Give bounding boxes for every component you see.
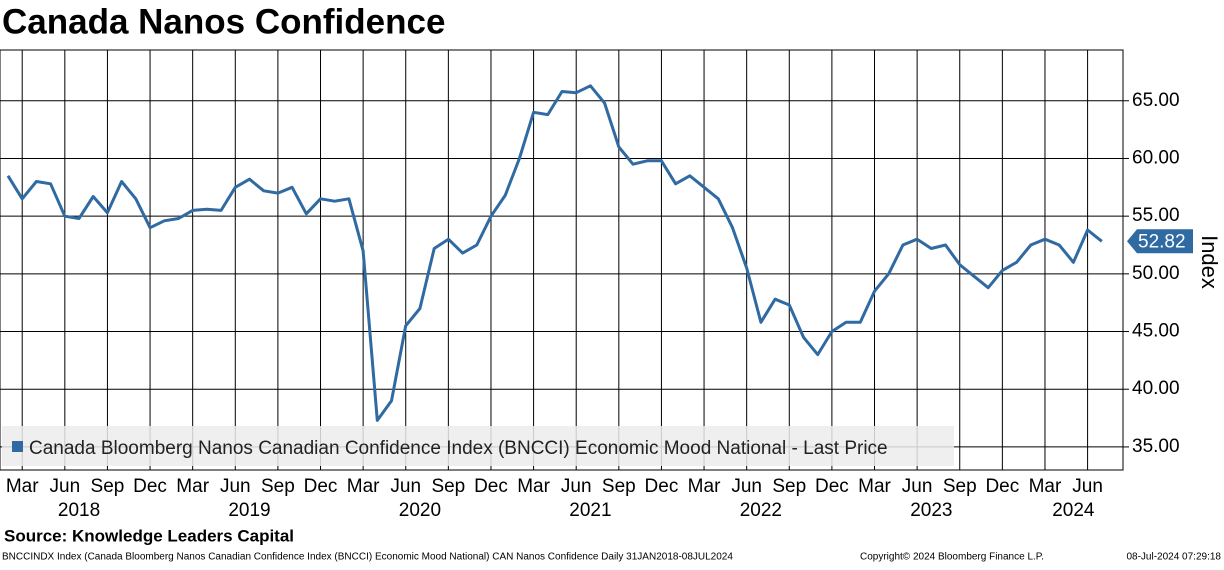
- x-tick-label: Mar: [347, 476, 380, 497]
- last-price-tag: [1127, 229, 1193, 254]
- year-label: 2021: [569, 500, 611, 521]
- x-tick-label: Dec: [815, 476, 849, 497]
- x-tick-label: Sep: [431, 476, 465, 497]
- footer-center: Copyright© 2024 Bloomberg Finance L.P.: [860, 552, 1044, 563]
- year-label: 2020: [399, 500, 441, 521]
- x-tick-label: Mar: [688, 476, 721, 497]
- x-tick-label: Jun: [220, 476, 251, 497]
- year-label: 2024: [1052, 500, 1095, 521]
- legend-box: [2, 426, 954, 466]
- chart-title: Canada Nanos Confidence: [2, 2, 445, 41]
- y-tick-label: 40.00: [1132, 378, 1180, 399]
- legend-label: Canada Bloomberg Nanos Canadian Confiden…: [29, 438, 888, 459]
- last-price-label: 52.82: [1138, 231, 1186, 252]
- x-tick-label: Jun: [902, 476, 933, 497]
- x-tick-label: Mar: [6, 476, 39, 497]
- x-tick-label: Sep: [602, 476, 636, 497]
- x-tick-label: Jun: [731, 476, 762, 497]
- x-tick-label: Sep: [772, 476, 806, 497]
- x-tick-label: Dec: [133, 476, 167, 497]
- x-tick-label: Jun: [50, 476, 81, 497]
- year-label: 2023: [910, 500, 952, 521]
- year-label: 2019: [228, 500, 270, 521]
- y-tick-label: 35.00: [1132, 436, 1180, 457]
- x-tick-label: Jun: [1072, 476, 1103, 497]
- plot-frame: [0, 49, 1124, 471]
- x-tick-label: Mar: [517, 476, 550, 497]
- line-series: [6, 84, 1103, 422]
- y-axis-label: Index: [1197, 235, 1222, 289]
- year-label: 2022: [740, 500, 782, 521]
- x-tick-label: Dec: [985, 476, 1019, 497]
- y-tick-label: 55.00: [1132, 205, 1180, 226]
- x-tick-label: Mar: [858, 476, 891, 497]
- y-tick-label: 65.00: [1132, 90, 1180, 111]
- legend: Canada Bloomberg Nanos Canadian Confiden…: [2, 426, 954, 466]
- y-tick-label: 60.00: [1132, 147, 1180, 168]
- x-tick-label: Mar: [1029, 476, 1062, 497]
- y-tick-label: 50.00: [1132, 263, 1180, 284]
- x-tick-label: Dec: [304, 476, 338, 497]
- year-label: 2018: [58, 500, 100, 521]
- x-tick-label: Dec: [645, 476, 679, 497]
- footer-left: BNCCINDX Index (Canada Bloomberg Nanos C…: [2, 552, 733, 563]
- x-tick-label: Jun: [561, 476, 592, 497]
- x-tick-label: Mar: [176, 476, 209, 497]
- x-tick-label: Dec: [474, 476, 508, 497]
- y-tick-label: 45.00: [1132, 321, 1180, 342]
- x-tick-label: Sep: [91, 476, 125, 497]
- footer-right: 08-Jul-2024 07:29:18: [1126, 552, 1221, 563]
- legend-swatch: [12, 441, 23, 452]
- x-tick-label: Sep: [943, 476, 977, 497]
- x-tick-label: Jun: [390, 476, 421, 497]
- x-tick-label: Sep: [261, 476, 295, 497]
- source: Source: Knowledge Leaders Capital: [4, 526, 294, 545]
